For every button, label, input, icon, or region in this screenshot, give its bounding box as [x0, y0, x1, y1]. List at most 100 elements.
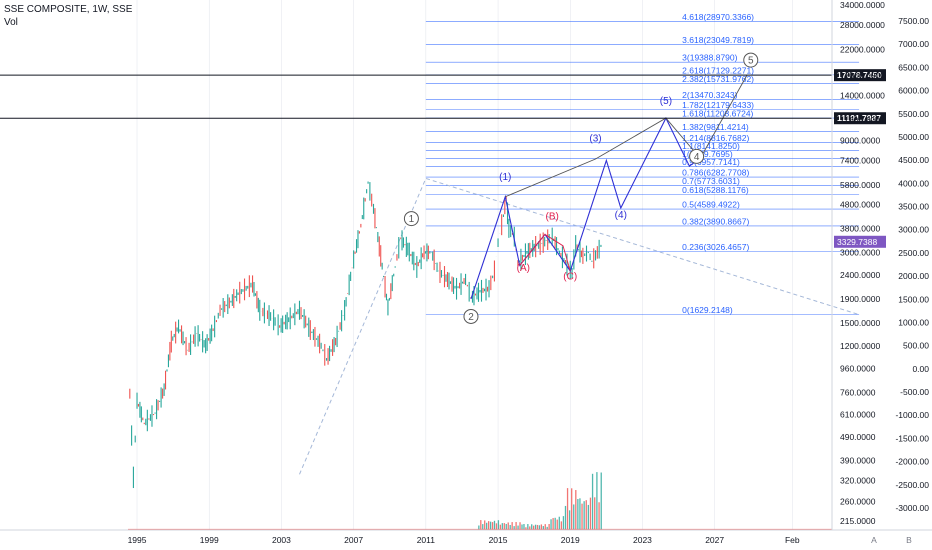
wave-label-grey-circle [689, 148, 705, 164]
current-price-box [834, 235, 886, 248]
volume-axis-tick: 7500.00 [898, 16, 929, 26]
fib-level-label: 0.382(3890.8667) [682, 216, 749, 226]
wave-label-grey-circle [463, 308, 479, 324]
wave-label-blue: (1) [499, 172, 511, 183]
time-axis-tick: 1995 [128, 535, 147, 545]
volume-bar [542, 526, 544, 530]
fib-level-label: 0.9(6957.7141) [682, 157, 740, 167]
wave-label-grey-circle [743, 52, 759, 68]
price-axis-tick: 22000.0000 [840, 44, 885, 54]
volume-bar [486, 522, 488, 530]
volume-axis-tick: -2000.00 [895, 457, 929, 467]
volume-bar [589, 497, 592, 530]
volume-bar [525, 527, 527, 530]
volume-bar [511, 522, 513, 530]
volume-axis-tick: 2500.00 [898, 248, 929, 258]
price-axis-tick: 17000.0000 [840, 71, 885, 81]
price-axis-tick: 5800.0000 [840, 180, 880, 190]
price-axis-tick: 610.0000 [840, 410, 876, 420]
fib-level-label: 0.786(6282.7708) [682, 168, 749, 178]
time-axis-tick: 2023 [633, 535, 652, 545]
volume-bar [556, 519, 558, 530]
time-axis-tick: 2019 [561, 535, 580, 545]
volume-bar [581, 503, 583, 530]
price-axis-tick: 490.0000 [840, 432, 876, 442]
time-axis-tick: 2015 [489, 535, 508, 545]
volume-bar [573, 504, 575, 530]
volume-bar [540, 524, 543, 530]
fib-level-label: 0.618(5288.1176) [682, 185, 749, 195]
fib-level-label: 1.1(8141.8250) [682, 141, 740, 151]
volume-axis-tick: 500.00 [903, 341, 929, 351]
volume-bar [489, 521, 492, 530]
price-axis-tick: 320.0000 [840, 475, 876, 485]
volume-bar [596, 472, 598, 530]
wave-label-grey: 1 [409, 214, 415, 225]
volume-bar [583, 501, 585, 530]
volume-bar [600, 472, 602, 530]
price-axis-tick: 2400.0000 [840, 270, 880, 280]
wave-label-grey: 2 [468, 312, 474, 323]
volume-axis-tick: 4000.00 [898, 178, 929, 188]
price-axis-tick: 390.0000 [840, 455, 876, 465]
wave-label-red: (C) [563, 271, 577, 282]
horizontal-line-price-box [834, 69, 886, 82]
wave-labels: 1 2 4 5 (1) (3) (4) (5) (A) (B) (C) [403, 52, 759, 324]
scale-button-b[interactable]: B [906, 535, 912, 545]
volume-bar [509, 524, 511, 530]
volume-bar [598, 502, 600, 530]
time-axis-tick: 2011 [417, 535, 436, 545]
price-axis-tick: 760.0000 [840, 387, 876, 397]
current-price-label: 3329.7388 [837, 237, 877, 247]
wave-label-grey: 5 [748, 56, 754, 67]
fib-level-label: 1(7549.7695) [682, 149, 733, 159]
volume-bar [568, 510, 571, 530]
volume-bar [577, 499, 579, 530]
volume-bar [521, 524, 523, 530]
price-axis-tick: 215.0000 [840, 516, 876, 526]
volume-bar [497, 520, 500, 530]
volume-bar [495, 523, 498, 530]
volume-axis-tick: 3000.00 [898, 225, 929, 235]
fib-level-label: 2(13470.3243) [682, 90, 737, 100]
price-axis-tick: 14000.0000 [840, 90, 885, 100]
volume-axis-tick: -2500.00 [895, 480, 929, 490]
volume-bar [484, 520, 486, 530]
time-axis-tick: 1999 [200, 535, 219, 545]
horizontal-line-price: 17078.7450 [837, 70, 882, 80]
volume-bar [587, 504, 590, 530]
dashed-trendline [299, 177, 860, 475]
price-axis-tick: 4800.0000 [840, 200, 880, 210]
time-axis-tick: Feb [785, 535, 800, 545]
wave-label-red: (A) [517, 263, 530, 274]
time-axis-tick: 2027 [705, 535, 724, 545]
fib-level-label: 2.618(17129.2271) [682, 65, 754, 75]
grid [136, 0, 793, 530]
volume-axis-tick: 6000.00 [898, 86, 929, 96]
wave-label-red: (B) [546, 211, 559, 222]
volume-axis-tick: 6500.00 [898, 62, 929, 72]
volume-indicator-label: Vol [4, 17, 18, 28]
volume-bar [517, 525, 519, 530]
volume-bar [594, 497, 596, 530]
volume-bar [579, 498, 581, 530]
price-axis-tick: 11000.0000 [840, 115, 885, 125]
volume-axis-tick: -500.00 [900, 387, 929, 397]
volume-bar [575, 490, 577, 530]
volume-bar [548, 524, 550, 530]
volume-bar [538, 525, 541, 530]
fib-level-label: 1.382(9811.4214) [682, 122, 749, 132]
volume-bar [585, 500, 587, 530]
wave-path-blue [470, 116, 701, 300]
volume-axis-tick: -3000.00 [895, 503, 929, 513]
volume-axis-tick: 0.00 [912, 364, 929, 374]
fib-level-label: 0.236(3026.4657) [682, 242, 749, 252]
volume-bar [534, 524, 537, 530]
volume-bar [519, 522, 521, 530]
price-axis-tick: 960.0000 [840, 364, 876, 374]
volume-axis-tick: -1000.00 [895, 410, 929, 420]
volume-bar [480, 520, 482, 530]
scale-button-a[interactable]: A [871, 535, 877, 545]
